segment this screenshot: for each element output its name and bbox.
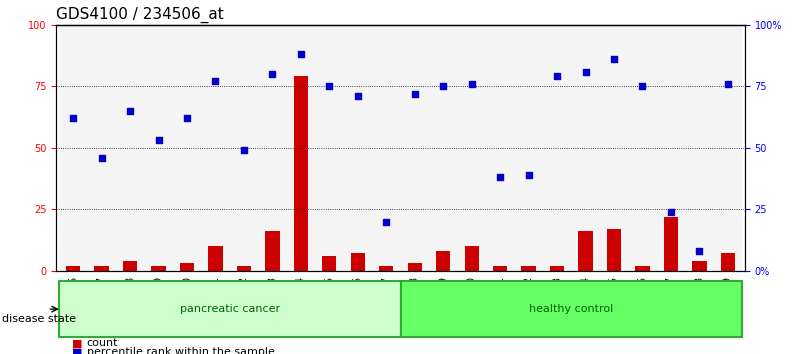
Bar — [144, 25, 173, 271]
Bar — [116, 25, 144, 271]
Bar — [486, 25, 514, 271]
Point — [493, 175, 506, 180]
Bar — [493, 266, 507, 271]
Bar — [628, 25, 657, 271]
Bar — [66, 266, 80, 271]
Bar — [322, 256, 336, 271]
Point — [636, 84, 649, 89]
Bar — [237, 266, 251, 271]
Bar — [607, 229, 621, 271]
Bar — [714, 25, 742, 271]
Bar — [287, 25, 315, 271]
Bar — [578, 231, 593, 271]
Bar — [230, 25, 258, 271]
Text: ■: ■ — [72, 338, 83, 348]
Bar — [87, 25, 116, 271]
Bar — [457, 25, 486, 271]
Bar — [571, 25, 600, 271]
Bar — [685, 25, 714, 271]
Point — [238, 147, 251, 153]
Bar — [657, 25, 685, 271]
Point — [66, 115, 79, 121]
Point — [352, 93, 364, 99]
Point — [180, 115, 193, 121]
Point — [722, 81, 735, 87]
Bar — [543, 25, 571, 271]
Bar — [372, 25, 400, 271]
Point — [693, 248, 706, 254]
Bar — [151, 266, 166, 271]
Bar — [123, 261, 137, 271]
Point — [437, 84, 449, 89]
Bar — [436, 251, 450, 271]
Point — [550, 74, 563, 79]
Bar — [721, 253, 735, 271]
Bar — [173, 25, 201, 271]
Bar — [408, 263, 422, 271]
Bar — [692, 261, 706, 271]
Bar — [59, 25, 87, 271]
Bar — [351, 253, 365, 271]
Bar — [180, 263, 194, 271]
Text: pancreatic cancer: pancreatic cancer — [179, 304, 280, 314]
Point — [323, 84, 336, 89]
Bar — [400, 25, 429, 271]
Point — [409, 91, 421, 96]
Point — [152, 137, 165, 143]
Bar — [664, 217, 678, 271]
Text: percentile rank within the sample: percentile rank within the sample — [87, 347, 275, 354]
FancyBboxPatch shape — [400, 281, 742, 337]
Bar — [635, 266, 650, 271]
Text: count: count — [87, 338, 118, 348]
FancyBboxPatch shape — [59, 281, 400, 337]
Point — [95, 155, 108, 160]
Bar — [379, 266, 393, 271]
Point — [579, 69, 592, 74]
Text: disease state: disease state — [2, 314, 77, 324]
Point — [295, 51, 308, 57]
Bar — [201, 25, 230, 271]
Point — [665, 209, 678, 215]
Text: healthy control: healthy control — [529, 304, 614, 314]
Text: GDS4100 / 234506_at: GDS4100 / 234506_at — [56, 7, 223, 23]
Bar — [265, 231, 280, 271]
Bar — [95, 266, 109, 271]
Point — [522, 172, 535, 178]
Bar — [550, 266, 564, 271]
Bar — [208, 246, 223, 271]
Point — [123, 108, 136, 114]
Point — [209, 79, 222, 84]
Bar — [600, 25, 628, 271]
Point — [380, 219, 392, 224]
Bar — [514, 25, 543, 271]
Point — [266, 71, 279, 77]
Bar — [344, 25, 372, 271]
Bar — [258, 25, 287, 271]
Bar — [465, 246, 479, 271]
Text: ■: ■ — [72, 347, 83, 354]
Bar — [429, 25, 457, 271]
Bar — [315, 25, 344, 271]
Point — [608, 56, 621, 62]
Bar — [521, 266, 536, 271]
Point — [465, 81, 478, 87]
Bar — [294, 76, 308, 271]
